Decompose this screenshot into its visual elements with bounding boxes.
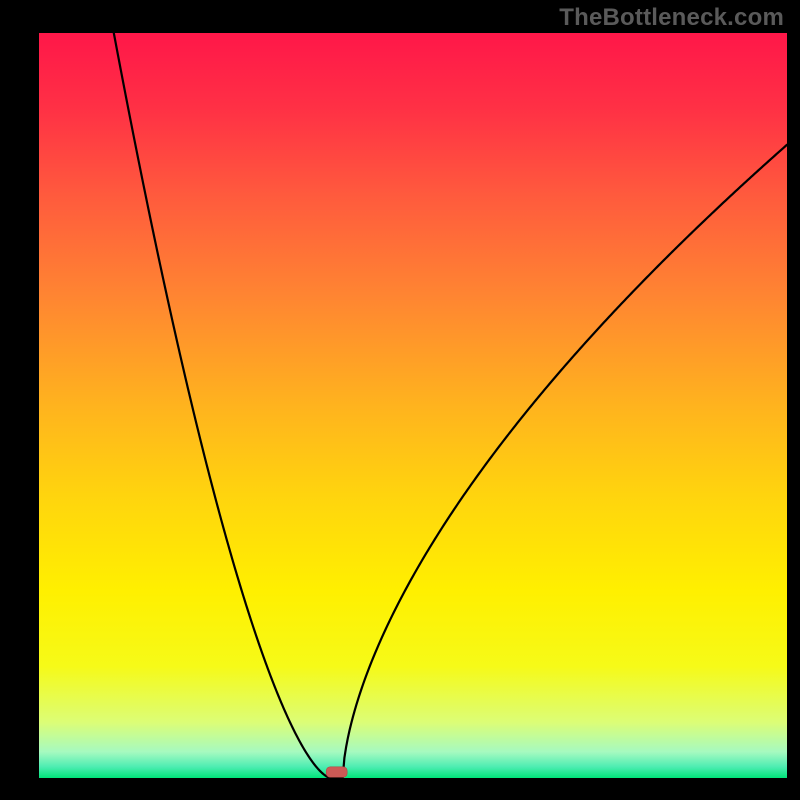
gradient-background bbox=[39, 33, 787, 778]
chart-svg bbox=[39, 33, 787, 778]
watermark-text: TheBottleneck.com bbox=[559, 4, 784, 32]
optimal-point-marker bbox=[326, 767, 347, 777]
plot-area bbox=[39, 33, 787, 778]
